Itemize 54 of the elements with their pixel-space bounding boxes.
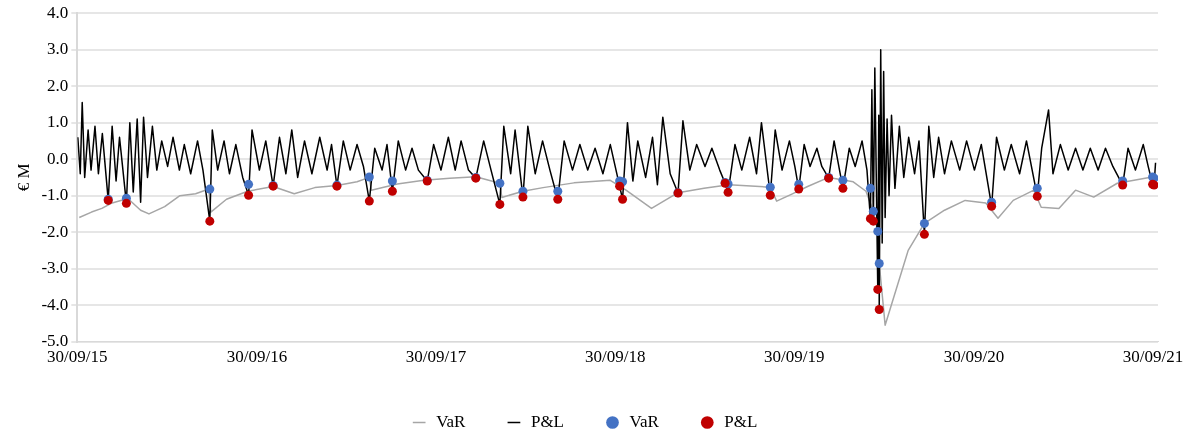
point (723, 187, 733, 197)
point (244, 190, 254, 200)
y-tick-label: -1.0 (41, 185, 69, 205)
y-tick-label: 2.0 (47, 75, 69, 95)
point (873, 226, 883, 236)
point (865, 183, 875, 193)
point (618, 194, 628, 204)
point (1118, 180, 1128, 190)
point (615, 181, 625, 191)
legend-label: P&L (724, 411, 758, 431)
y-tick-label: 3.0 (47, 39, 69, 59)
legend-label: VaR (629, 411, 660, 431)
x-tick-label: 30/09/17 (405, 347, 467, 367)
point (838, 183, 848, 193)
point (495, 199, 505, 209)
x-tick-label: 30/09/20 (943, 347, 1005, 367)
point (205, 184, 215, 194)
point (1032, 183, 1042, 193)
y-tick-label: 0.0 (47, 148, 69, 168)
point (364, 196, 374, 206)
y-tick-label: -4.0 (41, 294, 69, 314)
point (495, 178, 505, 188)
point (1032, 191, 1042, 201)
point (553, 194, 563, 204)
point (919, 229, 929, 239)
y-tick-label: -3.0 (41, 258, 69, 278)
point (873, 284, 883, 294)
x-tick-label: 30/09/16 (226, 347, 288, 367)
y-tick-label: 4.0 (47, 2, 69, 22)
point (205, 216, 215, 226)
y-tick-label: 1.0 (47, 112, 69, 132)
y-axis-title: € M (13, 163, 33, 192)
point (838, 175, 848, 185)
point (387, 186, 397, 196)
x-tick-label: 30/09/18 (584, 347, 646, 367)
point (794, 184, 804, 194)
point (765, 182, 775, 192)
x-tick-label: 30/09/19 (764, 347, 825, 367)
point (874, 304, 884, 314)
point (121, 198, 131, 208)
legend-label: VaR (436, 411, 467, 431)
point (387, 176, 397, 186)
point (765, 190, 775, 200)
point (874, 259, 884, 269)
point (553, 186, 563, 196)
y-tick-label: -2.0 (41, 221, 69, 241)
point (919, 218, 929, 228)
point (518, 192, 528, 202)
point (987, 201, 997, 211)
legend-label: P&L (530, 411, 564, 431)
point (244, 179, 254, 189)
x-tick-label: 30/09/21 (1122, 347, 1184, 367)
point (364, 172, 374, 182)
point (868, 206, 878, 216)
